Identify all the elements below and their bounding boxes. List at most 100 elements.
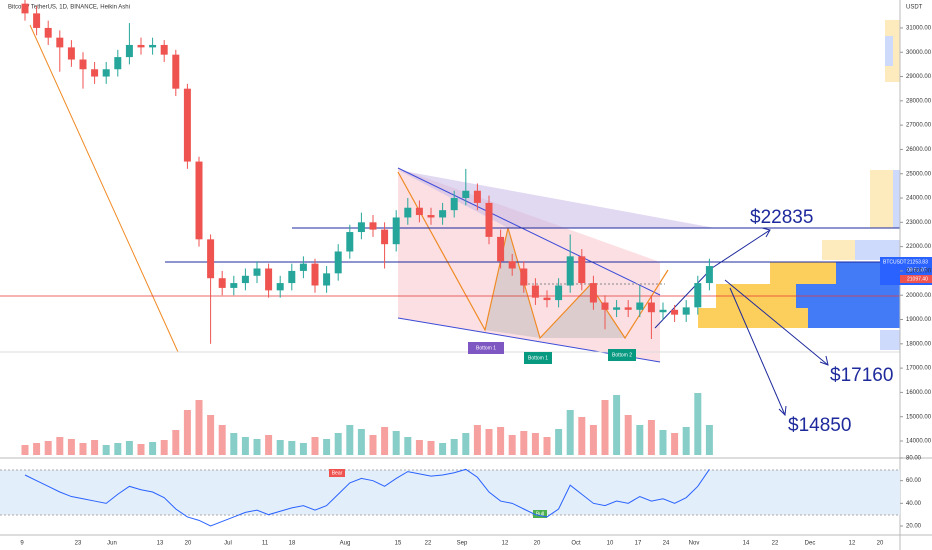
volume-bar — [682, 427, 690, 455]
volume-bar — [160, 440, 168, 455]
y-tick-label: 26000.00 — [906, 147, 932, 153]
pattern-tag — [608, 349, 636, 361]
pattern-label: Bottom 2 — [612, 352, 632, 358]
price-tag — [900, 275, 932, 283]
x-tick-label: 13 — [157, 541, 164, 547]
y-tick-label: 27000.00 — [906, 123, 932, 129]
annotation: $14850 — [788, 415, 851, 436]
profile-bar — [855, 240, 900, 260]
pattern-tag — [468, 342, 504, 354]
x-tick-label: Dec — [805, 541, 816, 547]
candle-body — [566, 256, 574, 286]
candle-body — [404, 207, 412, 218]
x-tick-label: 14 — [743, 541, 750, 547]
candle-body — [543, 297, 551, 301]
volume-bar — [415, 440, 423, 455]
volume-bar — [671, 433, 679, 455]
rsi-label: Bear — [332, 470, 343, 476]
volume-bar — [334, 433, 342, 455]
volume-bar — [369, 435, 377, 455]
candle-body — [218, 278, 226, 288]
volume-bar — [299, 443, 307, 455]
x-tick-label: 18 — [289, 541, 296, 547]
volume-bar — [253, 439, 261, 455]
last-price: 21253.83 — [907, 259, 928, 265]
volume-bar — [137, 444, 145, 455]
candle-body — [311, 263, 319, 286]
volume-bar — [613, 395, 621, 455]
annotation: $22835 — [750, 207, 813, 228]
pattern-tag — [524, 352, 552, 364]
x-tick-label: 10 — [607, 541, 614, 547]
candle-body — [497, 236, 505, 262]
candle-body — [369, 222, 377, 230]
volume-bar — [497, 427, 505, 455]
y-tick-label: 29000.00 — [906, 74, 932, 80]
x-tick-label: 20 — [877, 541, 884, 547]
y-tick-label: 23000.00 — [906, 220, 932, 226]
arrow — [724, 279, 829, 366]
volume-bar — [659, 430, 667, 455]
rsi-band — [0, 470, 900, 515]
volume-bar — [392, 431, 400, 455]
candle-body — [33, 13, 41, 28]
rsi-tick-label: 60.00 — [906, 478, 922, 484]
x-tick-label: 17 — [635, 541, 642, 547]
y-tick-label: 30000.00 — [906, 50, 932, 56]
candle-body — [91, 69, 99, 77]
x-tick-label: Jul — [224, 541, 232, 547]
x-tick-label: 15 — [395, 541, 402, 547]
profile-bar — [808, 308, 900, 328]
y-tick-label: 15000.00 — [906, 414, 932, 420]
volume-bar — [67, 439, 75, 455]
y-tick-label: 18000.00 — [906, 341, 932, 347]
profile-bar — [770, 262, 836, 284]
candle-body — [21, 3, 29, 14]
candle-body — [172, 54, 180, 89]
y-tick-label: 14000.00 — [906, 439, 932, 445]
candle-body — [682, 307, 690, 315]
x-tick-label: 9 — [20, 541, 24, 547]
candle-body — [427, 215, 435, 218]
volume-bar — [450, 439, 458, 455]
volume-bar — [114, 443, 122, 455]
prev-price: 21097.40 — [907, 276, 928, 282]
wedge-fill — [398, 168, 660, 362]
volume-bar — [265, 435, 273, 455]
candle-body — [392, 217, 400, 245]
candle-body — [67, 47, 75, 60]
volume-bar — [439, 443, 447, 455]
x-tick-label: 24 — [663, 541, 670, 547]
volume-bar — [218, 425, 226, 455]
candle-body — [520, 268, 528, 286]
candle-body — [439, 210, 447, 218]
rsi-tick-label: 80.00 — [906, 456, 922, 462]
volume-bar — [404, 437, 412, 455]
y-tick-label: 25000.00 — [906, 171, 932, 177]
volume-bar — [520, 431, 528, 455]
candle-body — [114, 57, 122, 70]
pattern-label: Bottom 1 — [476, 345, 496, 351]
candle-body — [589, 283, 597, 303]
volume-bar — [311, 437, 319, 455]
annotation: $17160 — [830, 365, 893, 386]
y-tick-label: 20000.00 — [906, 293, 932, 299]
profile-bar — [880, 330, 900, 350]
candle-body — [659, 309, 667, 313]
candle-body — [531, 285, 539, 298]
volume-bar — [531, 433, 539, 455]
countdown: 09:51:07 — [907, 267, 927, 273]
candle-body — [230, 283, 238, 288]
x-tick-label: 20 — [185, 541, 192, 547]
volume-bar — [21, 445, 29, 455]
candle-body — [241, 275, 249, 284]
volume-bar — [473, 425, 481, 455]
candle-body — [195, 161, 203, 240]
candle-body — [346, 232, 354, 252]
candle-body — [705, 266, 713, 284]
volume-bar — [288, 441, 296, 455]
x-tick-label: Sep — [457, 541, 468, 547]
candle-body — [473, 190, 481, 203]
rsi-tick-label: 40.00 — [906, 501, 922, 507]
candle-body — [56, 37, 64, 48]
